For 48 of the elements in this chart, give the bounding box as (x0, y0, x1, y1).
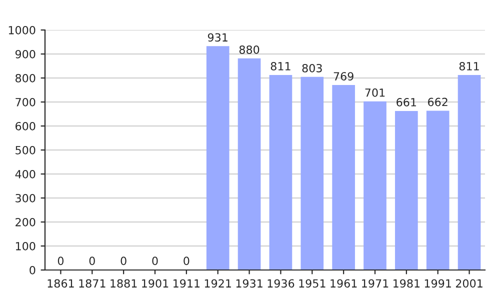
x-tick-label: 1931 (236, 279, 262, 288)
y-tick-label: 0 (30, 266, 36, 274)
data-label: 0 (58, 256, 64, 266)
data-label: 880 (239, 45, 260, 54)
y-tick-label: 500 (16, 146, 36, 154)
data-label: 931 (208, 33, 228, 42)
y-tick-label: 700 (16, 98, 36, 106)
data-label: 662 (428, 98, 448, 106)
data-label: 701 (365, 88, 385, 97)
bar (395, 110, 418, 270)
bar (332, 85, 355, 270)
x-tick-label: 1861 (48, 279, 74, 288)
bar (206, 46, 230, 270)
x-tick-label: 1951 (299, 279, 326, 288)
y-tick-label: 300 (16, 194, 36, 202)
y-tick-label: 800 (16, 74, 36, 82)
bar (300, 76, 324, 270)
x-tick-label: 2001 (456, 279, 482, 288)
y-tick-label: 1000 (8, 26, 36, 34)
x-tick-label: 1901 (142, 279, 168, 288)
x-tick-label: 1961 (330, 279, 357, 288)
data-label: 661 (396, 98, 416, 106)
bar (269, 74, 292, 270)
bar (364, 101, 386, 270)
data-label: 0 (152, 256, 158, 266)
x-tick-label: 1911 (174, 279, 200, 288)
data-label: 0 (120, 256, 126, 266)
y-tick-label: 400 (15, 170, 36, 178)
data-label: 811 (459, 62, 479, 70)
data-label: 811 (270, 62, 290, 70)
bar (458, 74, 481, 270)
y-tick-label: 900 (15, 50, 36, 58)
x-tick-label: 1971 (362, 279, 388, 288)
bar (238, 58, 261, 270)
data-label: 803 (302, 64, 322, 72)
data-label: 0 (184, 256, 190, 266)
x-tick-label: 1881 (110, 279, 137, 288)
x-tick-label: 1936 (268, 279, 294, 288)
bar (426, 110, 450, 270)
x-tick-label: 1921 (204, 279, 231, 288)
x-tick-label: 1981 (394, 279, 420, 288)
x-tick-label: 1871 (79, 279, 106, 288)
x-tick-label: 1991 (424, 279, 451, 288)
y-tick-label: 600 (16, 122, 36, 130)
y-tick-label: 100 (16, 242, 36, 250)
data-label: 0 (89, 256, 95, 266)
y-tick-label: 200 (16, 218, 36, 226)
data-label: 769 (334, 72, 354, 81)
